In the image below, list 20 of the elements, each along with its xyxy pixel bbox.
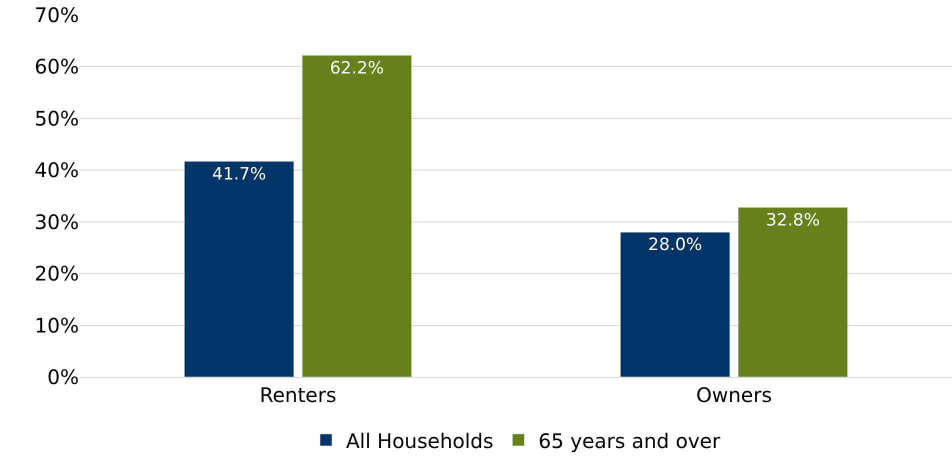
bar bbox=[302, 55, 412, 377]
bar bbox=[738, 207, 848, 377]
data-label: 32.8% bbox=[766, 210, 820, 230]
bar bbox=[620, 232, 730, 377]
x-tick-label: Owners bbox=[696, 383, 772, 407]
legend-label: All Households bbox=[346, 428, 494, 453]
bar bbox=[184, 161, 294, 377]
y-tick-label: 50% bbox=[34, 106, 79, 130]
y-tick-label: 70% bbox=[34, 3, 79, 27]
y-tick-label: 0% bbox=[47, 365, 79, 389]
y-tick-label: 20% bbox=[34, 262, 79, 286]
y-tick-label: 40% bbox=[34, 158, 79, 182]
y-tick-label: 60% bbox=[34, 54, 79, 79]
data-label: 41.7% bbox=[212, 164, 266, 184]
x-tick-label: Renters bbox=[260, 383, 336, 407]
data-label: 62.2% bbox=[330, 58, 384, 78]
y-tick-label: 30% bbox=[34, 210, 79, 234]
legend-label: 65 years and over bbox=[538, 428, 721, 453]
y-tick-label: 10% bbox=[34, 313, 79, 338]
data-label: 28.0% bbox=[648, 235, 702, 256]
